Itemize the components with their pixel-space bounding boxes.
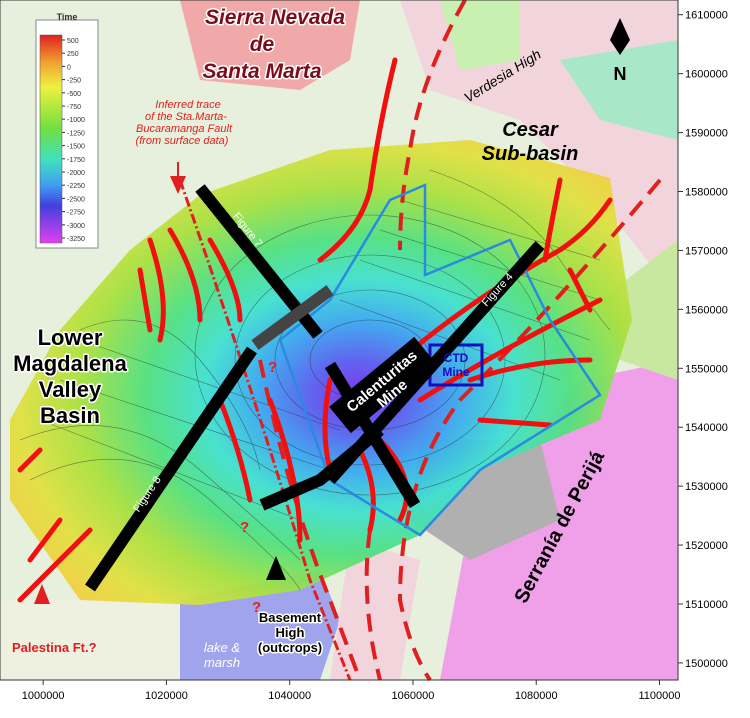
- colorbar-tick-label: -500: [67, 91, 81, 98]
- label-line: Cesar: [502, 119, 559, 141]
- y-tick-label: 1580000: [685, 187, 728, 199]
- label-line: marsh: [204, 655, 240, 670]
- colorbar-tick-label: -2750: [67, 210, 85, 217]
- y-tick-label: 1610000: [685, 10, 728, 22]
- x-tick-label: 1080000: [515, 690, 558, 702]
- label-line: CTD: [444, 351, 469, 365]
- label-line: Sub-basin: [482, 143, 579, 165]
- x-tick-label: 1060000: [392, 690, 435, 702]
- colorbar-tick-label: 0: [67, 64, 71, 71]
- note-arrowhead: [170, 176, 186, 194]
- label-line: Magdalena: [13, 351, 127, 376]
- x-tick-label: 1020000: [145, 690, 188, 702]
- label-line: Lower: [38, 325, 103, 350]
- label-line: Inferred trace: [155, 99, 220, 111]
- palestina-arrow: [34, 584, 50, 604]
- colorbar-tick-label: -2500: [67, 196, 85, 203]
- label-line: Basement: [259, 610, 322, 625]
- colorbar-tick-label: -250: [67, 78, 81, 85]
- palestina-label: Palestina Ft.?: [12, 640, 97, 655]
- x-tick-label: 1100000: [639, 690, 681, 702]
- cesar-label: Cesar Sub-basin: [482, 119, 579, 165]
- colorbar-tick-label: -1000: [67, 117, 85, 124]
- label-line: Sierra Nevada: [205, 6, 345, 29]
- colorbar-tick-label: -2000: [67, 170, 85, 177]
- question-mark: ?: [240, 519, 249, 536]
- colorbar-tick-label: -1750: [67, 157, 85, 164]
- y-tick-label: 1510000: [685, 599, 728, 611]
- label-line: of the Sta.Marta-: [145, 111, 227, 123]
- north-arrow: N: [610, 18, 630, 84]
- colorbar-title: Time: [57, 12, 78, 22]
- label-line: de: [250, 33, 275, 56]
- fault-note: Inferred trace of the Sta.Marta-Bucaraman…: [136, 99, 233, 147]
- sierra-label: Sierra Nevada de Santa Marta: [202, 6, 345, 83]
- colorbar-tick-label: 250: [67, 51, 79, 58]
- ctd-label: CTD Mine: [442, 351, 470, 379]
- y-tick-label: 1560000: [685, 304, 728, 316]
- section-lines: [85, 184, 545, 592]
- colorbar-tick-label: -750: [67, 104, 81, 111]
- colorbar-tick-label: -1250: [67, 130, 85, 137]
- label-line: (from surface data): [136, 135, 229, 147]
- y-tick-label: 1540000: [685, 422, 728, 434]
- colorbar-tick-label: 500: [67, 38, 79, 45]
- colorbar-tick-label: -3000: [67, 223, 85, 230]
- y-tick-label: 1550000: [685, 363, 728, 375]
- y-tick-label: 1500000: [685, 658, 728, 670]
- basin-label: Lower Magdalena Valley Basin: [13, 325, 127, 428]
- colorbar-tick-label: -3250: [67, 236, 85, 243]
- colorbar-tick-label: -1500: [67, 144, 85, 151]
- question-mark: ?: [268, 359, 277, 376]
- label-line: High: [276, 625, 305, 640]
- label-line: lake &: [204, 640, 240, 655]
- x-tick-label: 1000000: [22, 690, 65, 702]
- label-line: Santa Marta: [202, 60, 321, 83]
- y-tick-label: 1530000: [685, 481, 728, 493]
- colorbar-tick-label: -2250: [67, 183, 85, 190]
- label-line: Valley: [39, 377, 102, 402]
- faults: [17, 57, 613, 603]
- map-frame: [0, 0, 679, 681]
- label-line: Mine: [442, 365, 470, 379]
- time-structure-map: [10, 140, 632, 605]
- y-tick-label: 1590000: [685, 128, 728, 140]
- basement-arrow: [266, 556, 286, 580]
- y-tick-label: 1520000: [685, 540, 728, 552]
- lake-label: lake & marsh: [204, 640, 240, 670]
- basement-label: Basement High (outcrops): [258, 610, 322, 655]
- colorbar: Time 500 250 0 -250 -500 -750 -1000 -1250 -1500 -…: [35, 12, 99, 249]
- label-line: (outcrops): [258, 640, 322, 655]
- north-label: N: [614, 64, 627, 84]
- y-tick-label: 1570000: [685, 245, 728, 257]
- y-tick-label: 1600000: [685, 69, 728, 81]
- label-line: Bucaramanga Fault: [136, 123, 233, 135]
- label-line: Basin: [40, 403, 100, 428]
- x-tick-label: 1040000: [268, 690, 311, 702]
- question-mark: ?: [252, 599, 261, 616]
